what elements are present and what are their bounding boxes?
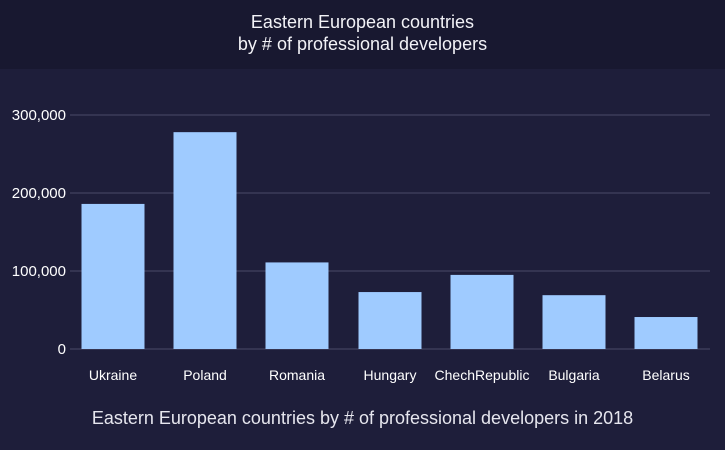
bar-chart: 0 100,000 200,000 300,000 Ukraine Poland Roman… bbox=[12, 107, 710, 383]
x-tick-label: Poland bbox=[183, 367, 227, 383]
y-tick-label: 0 bbox=[58, 341, 66, 358]
bar bbox=[450, 274, 514, 349]
y-tick-label: 100,000 bbox=[12, 263, 66, 280]
chart-title-line-1: Eastern European countries bbox=[250, 12, 475, 32]
x-tick-label: Ukraine bbox=[89, 367, 137, 383]
chart-title-line-2: by # of professional developers bbox=[237, 34, 488, 54]
x-tick-label: Bulgaria bbox=[548, 367, 600, 383]
bar bbox=[81, 203, 145, 349]
chart-caption: Eastern European countries by # of profe… bbox=[91, 408, 634, 428]
y-tick-label: 200,000 bbox=[12, 185, 66, 202]
y-tick-label: 300,000 bbox=[12, 107, 66, 124]
x-tick-label: ChechRepublic bbox=[435, 367, 530, 383]
bar bbox=[173, 132, 237, 349]
bar bbox=[265, 262, 329, 349]
x-tick-label: Belarus bbox=[642, 367, 689, 383]
x-tick-label: Hungary bbox=[364, 367, 417, 383]
bar bbox=[634, 317, 698, 349]
x-tick-label: Romania bbox=[269, 367, 325, 383]
chart-header: Eastern European countries by # of profe… bbox=[0, 0, 725, 69]
bar bbox=[358, 292, 422, 349]
bar bbox=[542, 295, 606, 349]
